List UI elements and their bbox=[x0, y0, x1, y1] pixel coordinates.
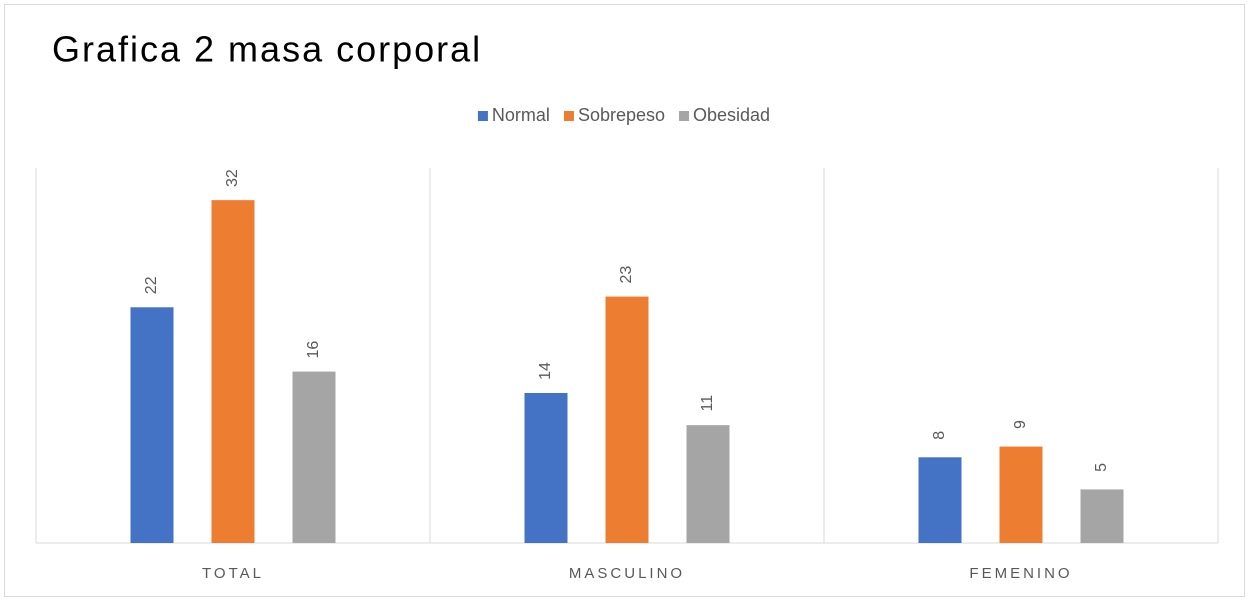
x-tick-label: MASCULINO bbox=[569, 565, 685, 582]
x-tick-label: FEMENINO bbox=[969, 565, 1072, 582]
bar bbox=[130, 307, 174, 543]
bar bbox=[524, 393, 568, 543]
data-label: 16 bbox=[305, 341, 322, 359]
bar bbox=[1080, 489, 1124, 543]
legend-swatch bbox=[477, 111, 488, 121]
legend-label: Sobrepeso bbox=[578, 105, 665, 125]
legend-label: Normal bbox=[492, 105, 550, 125]
chart-title: Grafica 2 masa corporal bbox=[52, 29, 482, 70]
data-label: 8 bbox=[931, 431, 948, 440]
legend-label: Obesidad bbox=[693, 105, 770, 125]
data-label: 23 bbox=[618, 266, 635, 284]
bar bbox=[686, 425, 730, 543]
data-label: 5 bbox=[1093, 463, 1110, 472]
bar bbox=[292, 371, 336, 543]
bar bbox=[605, 296, 649, 543]
bar bbox=[211, 200, 255, 543]
bar bbox=[918, 457, 962, 543]
legend-swatch bbox=[563, 111, 574, 121]
data-label: 11 bbox=[699, 395, 716, 412]
data-label: 22 bbox=[143, 276, 160, 294]
bar bbox=[999, 446, 1043, 543]
legend-swatch bbox=[679, 111, 690, 121]
data-label: 14 bbox=[537, 362, 554, 380]
data-label: 9 bbox=[1012, 420, 1029, 429]
data-label: 32 bbox=[224, 169, 241, 187]
x-tick-label: TOTAL bbox=[202, 565, 264, 582]
